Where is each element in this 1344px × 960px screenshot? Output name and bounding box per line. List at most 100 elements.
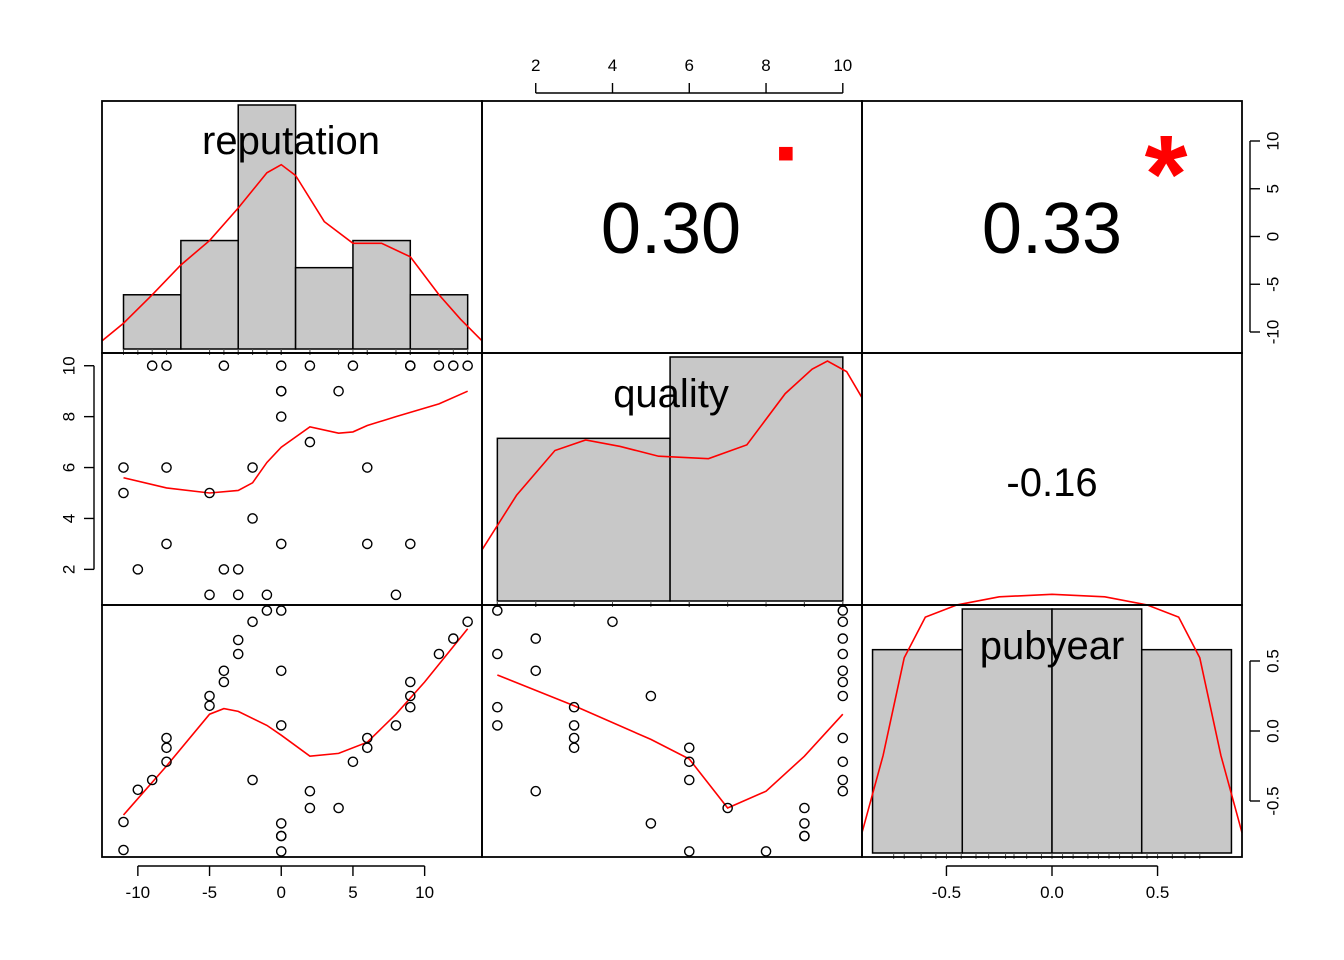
pubyear-bar [1051, 608, 1143, 854]
pubyear-bottom-tick-label: 0.0 [1040, 883, 1064, 902]
reputation-quality-point [361, 462, 373, 473]
reputation-pubyear-point [405, 676, 416, 688]
quality-pubyear-point [530, 665, 542, 677]
quality-pubyear-point [530, 785, 542, 797]
quality-pubyear-point [837, 676, 849, 688]
quality-pubyear-point [683, 774, 695, 786]
reputation-quality-point [218, 360, 230, 372]
quality-left-tick-label: 4 [59, 514, 78, 523]
reputation-pubyear-point [118, 816, 129, 828]
quality-pubyear-point [683, 742, 695, 754]
quality-pubyear-point [837, 732, 849, 744]
reputation-right-tick-label: 0 [1263, 232, 1282, 241]
quality-pubyear-point [837, 648, 849, 660]
reputation-quality-point [275, 360, 287, 372]
quality-pubyear-point [837, 616, 849, 628]
quality-bar [496, 437, 671, 602]
quality-left-tick-label: 10 [59, 356, 78, 375]
quality-top-tick-label: 2 [531, 56, 540, 75]
reputation-bar [237, 104, 297, 350]
reputation-quality-point [275, 385, 287, 397]
pubyear-density-curve [861, 593, 1243, 833]
reputation-quality-point [448, 360, 459, 372]
reputation-bottom-tick-label: 5 [348, 883, 357, 902]
reputation-quality-point [118, 462, 129, 473]
reputation-pubyear-point [204, 700, 215, 712]
reputation-bottom-tick-label: -5 [202, 883, 217, 902]
reputation-pubyear-point [161, 732, 172, 744]
reputation-quality-point [247, 513, 258, 524]
pubyear-bottom-tick-label: -0.5 [932, 883, 961, 902]
quality-top-tick-label: 4 [608, 56, 617, 75]
reputation-quality-point [204, 487, 215, 499]
quality-pubyear-point [799, 830, 810, 842]
reputation-quality-point [347, 360, 359, 372]
reputation-pubyear-point [275, 818, 287, 829]
reputation-bar [352, 239, 412, 350]
reputation-pubyear-point [275, 665, 287, 677]
quality-pubyear-point [799, 802, 810, 814]
reputation-pubyear-point [232, 648, 244, 660]
reputation-pubyear-point [275, 830, 287, 842]
panel-frame-2-2 [861, 604, 1243, 858]
quality-pubyear-point [568, 720, 580, 731]
pubyear-bar [1140, 648, 1233, 854]
reputation-quality-smooth-line [123, 390, 468, 494]
reputation-pubyear-point [433, 648, 445, 660]
quality-top-tick-label: 8 [761, 56, 770, 75]
quality-pubyear-point [760, 846, 772, 857]
reputation-right-tick-label: 5 [1263, 184, 1282, 193]
reputation-pubyear-point [261, 605, 273, 616]
pubyear-right-tick-label: -0.5 [1263, 786, 1282, 815]
quality-top-tick-label: 6 [685, 56, 694, 75]
corr-quality-pubyear: -0.16 [1006, 461, 1097, 505]
quality-left-tick-label: 2 [59, 565, 78, 574]
reputation-bottom-tick-label: -10 [126, 883, 151, 902]
label-quality: quality [613, 372, 729, 416]
reputation-pubyear-point [161, 756, 172, 768]
quality-pubyear-point [837, 774, 849, 786]
reputation-quality-point [118, 487, 129, 499]
quality-pubyear-point [799, 818, 810, 829]
reputation-quality-point [405, 538, 416, 550]
quality-top-tick-label: 10 [833, 56, 852, 75]
reputation-bottom-tick-label: 10 [415, 883, 434, 902]
quality-bar [669, 356, 844, 602]
reputation-right-tick-label: -10 [1263, 320, 1282, 345]
reputation-bar [409, 294, 469, 350]
reputation-pubyear-point [204, 690, 215, 702]
reputation-pubyear-point [275, 605, 287, 616]
panel-frame-2-0 [101, 604, 483, 858]
panel-frame-1-0 [101, 352, 483, 606]
quality-pubyear-point [837, 665, 849, 677]
pubyear-right-tick-label: 0.0 [1263, 719, 1282, 743]
quality-pubyear-point [530, 633, 542, 644]
reputation-pubyear-point [146, 774, 158, 786]
reputation-quality-point [361, 538, 373, 550]
quality-pubyear-point [568, 732, 580, 744]
label-pubyear: pubyear [980, 624, 1125, 668]
reputation-pubyear-point [448, 633, 459, 644]
reputation-pubyear-smooth-line [122, 628, 469, 816]
reputation-pubyear-point [405, 701, 416, 713]
reputation-quality-point [433, 360, 445, 372]
reputation-bar [180, 239, 239, 350]
reputation-quality-point [275, 411, 287, 422]
quality-pubyear-point [492, 648, 503, 660]
reputation-quality-point [132, 564, 144, 575]
reputation-bottom-tick-label: 0 [277, 883, 286, 902]
reputation-quality-point [261, 589, 273, 601]
quality-pubyear-point [837, 633, 849, 644]
reputation-pubyear-point [361, 742, 373, 754]
reputation-quality-point [146, 360, 158, 372]
reputation-quality-point [161, 360, 172, 372]
reputation-bar [122, 294, 182, 350]
reputation-pubyear-point [275, 846, 287, 857]
reputation-quality-point [232, 589, 244, 601]
reputation-pubyear-point [347, 756, 359, 768]
reputation-bar [294, 266, 354, 350]
reputation-quality-point [304, 436, 316, 448]
reputation-pubyear-point [405, 690, 416, 702]
reputation-pubyear-point [247, 616, 258, 628]
quality-pubyear-point [837, 605, 849, 616]
